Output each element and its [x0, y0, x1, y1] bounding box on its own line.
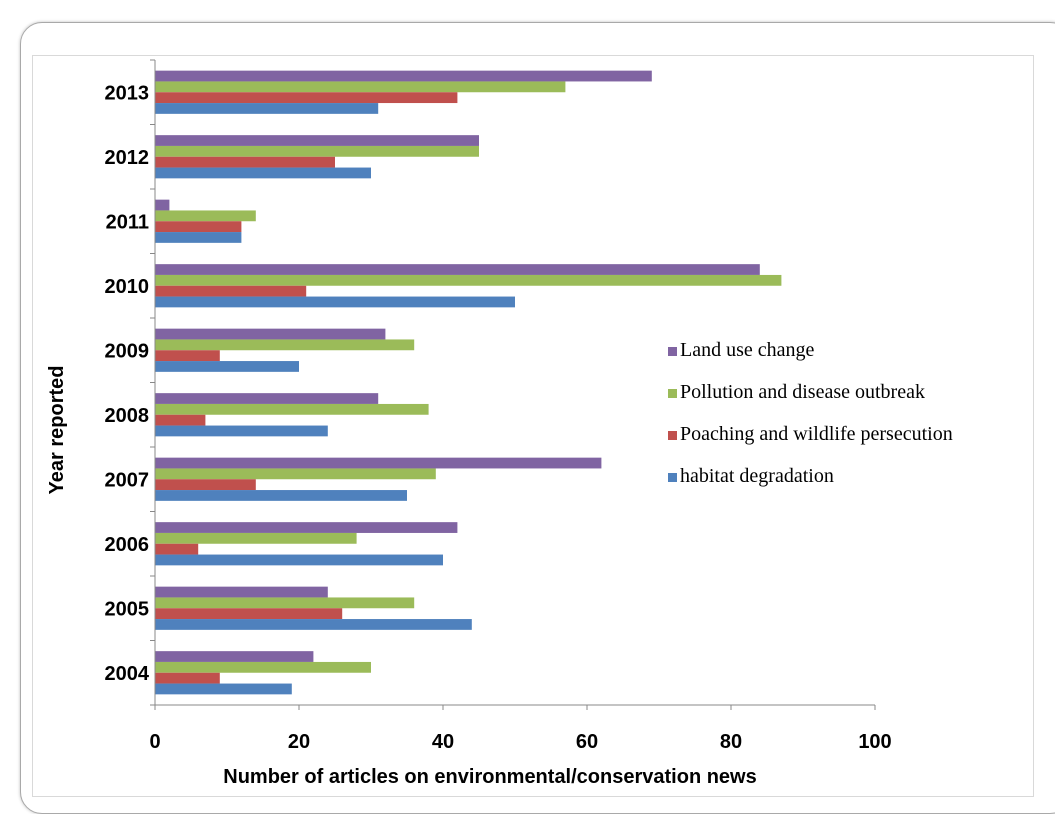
x-tick-label: 20 — [288, 731, 310, 753]
bar-habitat-degradation-2008 — [155, 425, 328, 437]
bar-habitat-degradation-2011 — [155, 232, 242, 243]
legend-swatch — [668, 431, 677, 440]
bar-poaching-and-wildlife-persecution-2008 — [155, 414, 206, 426]
y-axis-title: Year reported — [46, 366, 68, 495]
bar-land-use-change-2013 — [155, 70, 652, 82]
bar-pollution-and-disease-outbreak-2011 — [155, 210, 256, 222]
y-tick-label: 2011 — [106, 211, 149, 233]
bar-habitat-degradation-2006 — [155, 554, 443, 566]
bar-poaching-and-wildlife-persecution-2006 — [155, 543, 199, 555]
bar-habitat-degradation-2007 — [155, 490, 407, 501]
bar-pollution-and-disease-outbreak-2006 — [155, 532, 357, 544]
bar-habitat-degradation-2009 — [155, 361, 299, 372]
x-axis-title: Number of articles on environmental/cons… — [223, 766, 756, 788]
bar-land-use-change-2006 — [155, 522, 458, 533]
bar-land-use-change-2011 — [155, 199, 170, 211]
x-tick-label: 80 — [720, 731, 742, 753]
bar-land-use-change-2005 — [155, 586, 328, 598]
bar-land-use-change-2009 — [155, 328, 386, 340]
legend-label: Land use change — [680, 339, 815, 361]
bar-pollution-and-disease-outbreak-2009 — [155, 339, 415, 351]
y-tick-label: 2007 — [105, 469, 150, 491]
y-tick-label: 2008 — [105, 405, 150, 427]
bar-habitat-degradation-2010 — [155, 296, 515, 308]
x-tick-label: 0 — [149, 731, 160, 753]
legend-swatch — [668, 473, 677, 482]
y-tick-label: 2009 — [105, 340, 150, 362]
bar-poaching-and-wildlife-persecution-2007 — [155, 479, 256, 491]
bar-pollution-and-disease-outbreak-2008 — [155, 403, 429, 415]
legend-label: Pollution and disease outbreak — [680, 381, 925, 403]
x-axis-ticks: 0 20 40 60 80 100 — [149, 705, 892, 753]
bar-poaching-and-wildlife-persecution-2009 — [155, 350, 220, 362]
legend-swatch — [668, 347, 677, 356]
bars-group — [155, 70, 782, 695]
legend-label: habitat degradation — [680, 465, 834, 487]
bar-poaching-and-wildlife-persecution-2005 — [155, 608, 343, 620]
bar-pollution-and-disease-outbreak-2004 — [155, 661, 371, 673]
y-tick-label: 2005 — [105, 598, 150, 620]
bar-pollution-and-disease-outbreak-2012 — [155, 145, 479, 157]
y-axis-ticks: 2004 2005 2006 2007 2008 2009 2010 2011 2012 2013 — [105, 59, 155, 706]
bar-poaching-and-wildlife-persecution-2012 — [155, 156, 335, 168]
bar-poaching-and-wildlife-persecution-2010 — [155, 285, 307, 297]
bar-habitat-degradation-2004 — [155, 683, 292, 695]
bar-land-use-change-2007 — [155, 457, 602, 469]
x-tick-label: 60 — [576, 731, 598, 753]
x-tick-label: 40 — [432, 731, 454, 753]
bar-land-use-change-2012 — [155, 135, 479, 146]
bar-pollution-and-disease-outbreak-2005 — [155, 597, 415, 609]
bar-poaching-and-wildlife-persecution-2004 — [155, 672, 220, 684]
bar-pollution-and-disease-outbreak-2013 — [155, 81, 566, 93]
bar-poaching-and-wildlife-persecution-2013 — [155, 92, 458, 104]
legend: Land use change Pollution and disease out… — [668, 339, 953, 487]
bar-land-use-change-2010 — [155, 264, 760, 275]
x-tick-label: 100 — [858, 731, 891, 753]
bar-habitat-degradation-2013 — [155, 103, 379, 114]
bar-poaching-and-wildlife-persecution-2011 — [155, 221, 242, 233]
bar-pollution-and-disease-outbreak-2007 — [155, 468, 436, 480]
y-tick-label: 2004 — [105, 663, 150, 685]
y-tick-label: 2006 — [105, 534, 150, 556]
y-tick-label: 2013 — [105, 82, 150, 104]
y-tick-label: 2010 — [105, 276, 150, 298]
legend-swatch — [668, 389, 677, 398]
bar-habitat-degradation-2005 — [155, 619, 472, 630]
bar-habitat-degradation-2012 — [155, 167, 371, 179]
bar-land-use-change-2004 — [155, 651, 314, 662]
bar-land-use-change-2008 — [155, 393, 379, 404]
y-tick-label: 2012 — [105, 147, 150, 169]
bar-pollution-and-disease-outbreak-2010 — [155, 274, 782, 286]
legend-label: Poaching and wildlife persecution — [680, 423, 953, 445]
